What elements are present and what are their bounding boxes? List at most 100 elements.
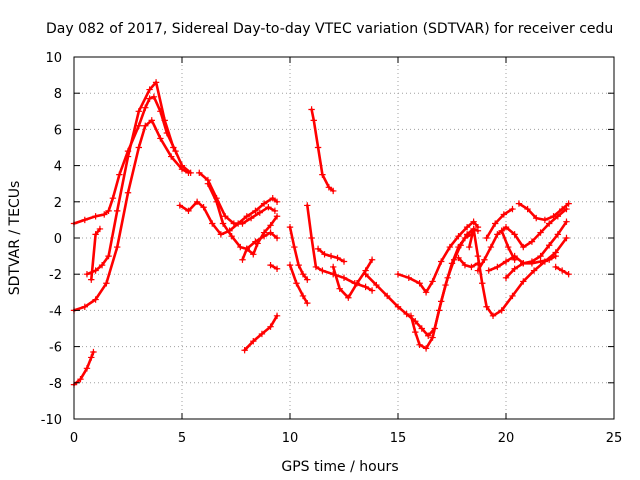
series-line bbox=[288, 263, 309, 305]
data-point bbox=[498, 227, 505, 234]
series-track-25 bbox=[515, 200, 572, 224]
data-point bbox=[479, 280, 486, 287]
data-point bbox=[239, 256, 246, 263]
y-tick-label: -4 bbox=[49, 304, 62, 319]
y-tick-label: -6 bbox=[49, 341, 62, 356]
data-point bbox=[105, 207, 112, 215]
data-point bbox=[429, 278, 436, 285]
series-line bbox=[310, 108, 335, 193]
data-point bbox=[446, 243, 454, 251]
data-point bbox=[241, 347, 248, 354]
data-point bbox=[509, 292, 516, 300]
series-track-12 bbox=[286, 223, 311, 283]
data-point bbox=[502, 223, 510, 231]
data-point bbox=[394, 303, 402, 310]
data-point bbox=[368, 287, 376, 294]
data-point bbox=[416, 280, 423, 287]
data-point bbox=[442, 281, 449, 289]
axis-ticks bbox=[73, 56, 615, 420]
data-point bbox=[373, 281, 380, 289]
data-point bbox=[340, 258, 348, 265]
data-point bbox=[90, 348, 97, 356]
data-point bbox=[260, 200, 268, 207]
data-point bbox=[565, 271, 572, 278]
data-point bbox=[250, 337, 257, 345]
data-point bbox=[461, 234, 469, 242]
data-point bbox=[271, 207, 279, 215]
x-tick-label: 20 bbox=[498, 431, 515, 446]
data-point bbox=[554, 231, 562, 238]
data-point bbox=[161, 117, 168, 124]
data-point bbox=[511, 231, 518, 238]
data-point bbox=[260, 229, 268, 236]
data-point bbox=[103, 280, 110, 287]
series-line bbox=[396, 220, 480, 294]
data-point bbox=[267, 323, 274, 330]
data-point bbox=[470, 225, 477, 233]
data-point bbox=[485, 267, 492, 274]
y-tick-label: 10 bbox=[45, 51, 62, 66]
data-point bbox=[293, 280, 300, 287]
data-point bbox=[483, 303, 490, 310]
data-point bbox=[474, 223, 482, 231]
y-tick-label: 0 bbox=[54, 232, 62, 247]
data-point bbox=[422, 289, 430, 296]
data-point bbox=[455, 254, 462, 262]
data-point bbox=[405, 274, 412, 282]
data-point bbox=[185, 207, 192, 215]
data-point bbox=[304, 276, 311, 283]
data-point bbox=[418, 325, 425, 332]
data-point bbox=[470, 218, 477, 225]
x-tick-label: 15 bbox=[390, 431, 407, 446]
data-point bbox=[509, 205, 516, 213]
series-track-23 bbox=[485, 218, 570, 274]
y-tick-label: 8 bbox=[54, 87, 62, 102]
data-point bbox=[81, 216, 88, 224]
data-point bbox=[299, 292, 307, 300]
data-point bbox=[530, 267, 538, 274]
series-track-14 bbox=[304, 202, 376, 294]
data-point bbox=[146, 95, 153, 102]
data-point bbox=[243, 213, 250, 220]
data-point bbox=[528, 260, 536, 267]
data-point bbox=[114, 207, 121, 215]
data-point bbox=[558, 267, 566, 274]
data-point bbox=[146, 86, 153, 93]
data-point bbox=[448, 260, 456, 267]
data-point bbox=[494, 231, 501, 238]
data-point bbox=[312, 263, 320, 271]
data-point bbox=[461, 261, 469, 269]
data-point bbox=[487, 243, 495, 251]
series-track-4 bbox=[83, 79, 177, 278]
y-tick-label: 6 bbox=[54, 123, 62, 138]
data-point bbox=[124, 189, 132, 196]
data-point bbox=[185, 169, 192, 177]
data-point bbox=[237, 243, 244, 251]
data-point bbox=[148, 117, 155, 124]
series-track-29 bbox=[314, 245, 348, 265]
series-track-27 bbox=[552, 263, 572, 278]
data-point bbox=[252, 207, 259, 215]
data-point bbox=[308, 234, 315, 242]
y-tick-label: 4 bbox=[54, 160, 62, 175]
data-point bbox=[394, 271, 402, 278]
data-point bbox=[200, 204, 207, 211]
series-line bbox=[306, 204, 374, 292]
data-point bbox=[273, 265, 281, 272]
series-track-19 bbox=[394, 218, 482, 296]
data-point bbox=[563, 218, 570, 225]
data-point bbox=[321, 251, 328, 258]
series-track-18 bbox=[407, 231, 475, 352]
series-track-13 bbox=[286, 261, 311, 307]
data-point bbox=[269, 194, 276, 202]
series-track-5 bbox=[88, 225, 104, 283]
data-point bbox=[468, 263, 475, 271]
data-point bbox=[142, 104, 149, 111]
data-point bbox=[435, 307, 443, 314]
data-point bbox=[511, 265, 518, 272]
data-point bbox=[273, 198, 281, 205]
data-point bbox=[96, 225, 104, 233]
series-line bbox=[198, 171, 277, 225]
data-point bbox=[152, 79, 160, 86]
data-point bbox=[504, 243, 512, 251]
